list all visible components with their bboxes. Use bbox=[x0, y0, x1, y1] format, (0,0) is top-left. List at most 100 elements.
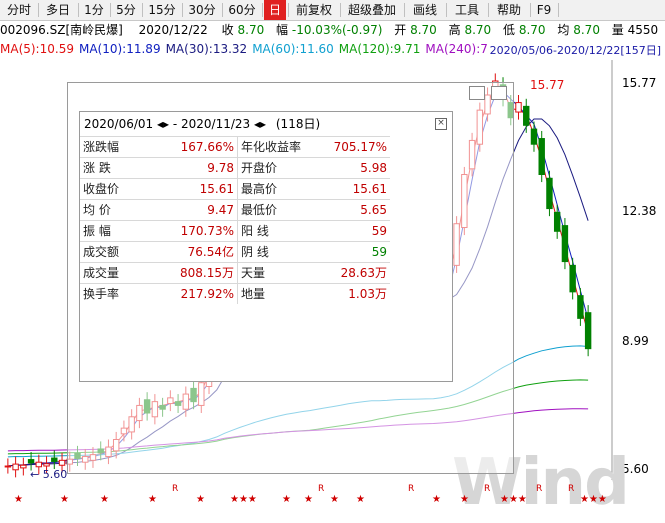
candle[interactable] bbox=[553, 211, 561, 232]
stats-cell: 59 bbox=[314, 241, 390, 263]
open-label: 开 bbox=[394, 23, 407, 37]
stats-cell: 808.15万 bbox=[151, 262, 238, 284]
toolbar-item-13[interactable]: F9 bbox=[536, 3, 552, 17]
ma-label: MA(60): bbox=[252, 42, 300, 56]
toolbar-item-10[interactable]: 画线 bbox=[412, 3, 437, 17]
candle[interactable] bbox=[584, 312, 592, 350]
ma-legend-item[interactable]: MA(120):9.71 bbox=[339, 42, 421, 56]
candle[interactable] bbox=[523, 105, 530, 126]
toolbar-item-0[interactable]: 分时 bbox=[6, 3, 31, 17]
maximize-icon[interactable] bbox=[491, 86, 507, 100]
stats-cell: 阴 线 bbox=[237, 241, 314, 263]
close-icon[interactable]: × bbox=[435, 118, 447, 130]
event-marker-star[interactable]: ★ bbox=[148, 494, 157, 505]
event-marker-r[interactable]: R bbox=[408, 484, 415, 494]
stock-code[interactable]: 002096.SZ[南岭民爆] bbox=[0, 23, 123, 37]
event-marker-star[interactable]: ★ bbox=[60, 494, 69, 505]
event-marker-star[interactable]: ★ bbox=[356, 494, 365, 505]
candle[interactable] bbox=[561, 225, 569, 263]
toolbar-separator bbox=[530, 3, 531, 17]
toolbar-item-4[interactable]: 15分 bbox=[148, 3, 176, 17]
change-value: -10.03%(-0.97) bbox=[291, 23, 383, 37]
stats-cell: 天量 bbox=[237, 262, 314, 284]
toolbar-item-9[interactable]: 超级叠加 bbox=[347, 3, 396, 17]
stats-row: 涨跌幅 167.66% 年化收益率 705.17% bbox=[80, 136, 390, 158]
candle[interactable] bbox=[43, 463, 50, 467]
toolbar-separator bbox=[404, 3, 405, 17]
close-value: 8.70 bbox=[237, 23, 265, 37]
toolbar-separator bbox=[78, 3, 79, 17]
period-end-arrows[interactable]: ◂▸ bbox=[254, 117, 267, 131]
event-marker-star[interactable]: ★ bbox=[14, 494, 23, 505]
stats-cell: 28.63万 bbox=[314, 262, 390, 284]
event-marker-star[interactable]: ★ bbox=[460, 494, 469, 505]
high-value: 8.70 bbox=[464, 23, 492, 37]
event-marker-star[interactable]: ★ bbox=[330, 494, 339, 505]
stats-cell: 705.17% bbox=[314, 136, 390, 158]
ma-label: MA(30): bbox=[165, 42, 213, 56]
period-toolbar: 分时 多日 1分 5分 15分 30分 60分日前复权 超级叠加 画线 工具 帮助 F9 bbox=[0, 0, 665, 21]
event-marker-star[interactable]: ★★★ bbox=[230, 494, 257, 505]
event-marker-r[interactable]: R bbox=[172, 484, 179, 494]
candle[interactable] bbox=[35, 461, 43, 468]
candle[interactable] bbox=[577, 295, 584, 319]
candle[interactable] bbox=[4, 465, 12, 468]
candle[interactable] bbox=[12, 463, 19, 471]
interval-stats-panel: 2020/06/01 ◂▸ - 2020/11/23 ◂▸ (118日) × 涨… bbox=[79, 111, 453, 382]
toolbar-item-11[interactable]: 工具 bbox=[454, 3, 479, 17]
ma-legend-item[interactable]: MA(30):13.32 bbox=[166, 42, 248, 56]
candle[interactable] bbox=[546, 177, 553, 210]
candle[interactable] bbox=[27, 459, 35, 464]
event-marker-r[interactable]: R bbox=[484, 484, 491, 494]
toolbar-item-5[interactable]: 30分 bbox=[188, 3, 216, 17]
ma-legend-item[interactable]: MA(60):11.60 bbox=[252, 42, 334, 56]
period-end[interactable]: ◂▸ - 2020/11/23 bbox=[157, 117, 251, 131]
stats-cell: 167.66% bbox=[151, 136, 238, 158]
stats-row: 振 幅 170.73% 阳 线 59 bbox=[80, 220, 390, 242]
event-marker-star[interactable]: ★★★ bbox=[500, 494, 527, 505]
event-marker-r[interactable]: R bbox=[318, 484, 325, 494]
toolbar-separator bbox=[182, 3, 183, 17]
event-marker-star[interactable]: ★★★ bbox=[580, 494, 607, 505]
event-marker-r[interactable]: R bbox=[536, 484, 543, 494]
event-marker-star[interactable]: ★ bbox=[432, 494, 441, 505]
toolbar-item-1[interactable]: 多日 bbox=[45, 3, 70, 17]
candle[interactable] bbox=[538, 138, 545, 176]
event-markers-row: ★ ★ ★ ★ R ★ ★★★ ★ ★ R ★ ★ R ★ ★ R ★★★ R R ★★★ bbox=[0, 484, 610, 514]
ma-legend-item[interactable]: MA(5):10.59 bbox=[0, 42, 74, 56]
event-marker-star[interactable]: ★ bbox=[196, 494, 205, 505]
ma-value: 9.71 bbox=[393, 42, 421, 56]
period-start[interactable]: 2020/06/01 bbox=[84, 117, 154, 131]
period-header: 2020/06/01 ◂▸ - 2020/11/23 ◂▸ (118日) bbox=[80, 112, 452, 136]
toolbar-item-2[interactable]: 1分 bbox=[84, 3, 104, 17]
toolbar-item-8[interactable]: 前复权 bbox=[295, 3, 332, 17]
stats-cell: 成交量 bbox=[80, 262, 151, 284]
stats-cell: 振 幅 bbox=[80, 220, 151, 242]
toolbar-item-12[interactable]: 帮助 bbox=[496, 3, 521, 17]
toolbar-item-7[interactable]: 日 bbox=[264, 0, 286, 20]
toolbar-separator bbox=[38, 3, 39, 17]
low-annotation: ← 5.60 bbox=[30, 468, 67, 481]
toolbar-separator bbox=[142, 3, 143, 17]
candle[interactable] bbox=[530, 128, 538, 145]
event-marker-star[interactable]: ★ bbox=[100, 494, 109, 505]
stats-cell: 年化收益率 bbox=[237, 136, 314, 158]
event-marker-star[interactable]: ★ bbox=[304, 494, 313, 505]
ma-legend-bar: MA(5):10.59 MA(10):11.89 MA(30):13.32 MA(60… bbox=[0, 40, 665, 58]
candle[interactable] bbox=[20, 464, 27, 469]
candle[interactable] bbox=[51, 457, 58, 462]
toolbar-item-6[interactable]: 60分 bbox=[228, 3, 256, 17]
candle[interactable] bbox=[569, 264, 576, 293]
event-marker-r[interactable]: R bbox=[568, 484, 575, 494]
stats-row: 收盘价 15.61 最高价 15.61 bbox=[80, 178, 390, 200]
toolbar-item-3[interactable]: 5分 bbox=[116, 3, 136, 17]
restore-icon[interactable] bbox=[469, 86, 485, 100]
event-marker-star[interactable]: ★ bbox=[282, 494, 291, 505]
period-days: (118日) bbox=[275, 117, 321, 131]
candle[interactable] bbox=[58, 459, 66, 466]
stats-cell: 15.61 bbox=[314, 178, 390, 200]
candle[interactable] bbox=[515, 102, 522, 113]
volume-value: 4550 bbox=[627, 23, 659, 37]
ma-legend-item[interactable]: MA(10):11.89 bbox=[79, 42, 161, 56]
stats-row: 成交量 808.15万 天量 28.63万 bbox=[80, 262, 390, 284]
